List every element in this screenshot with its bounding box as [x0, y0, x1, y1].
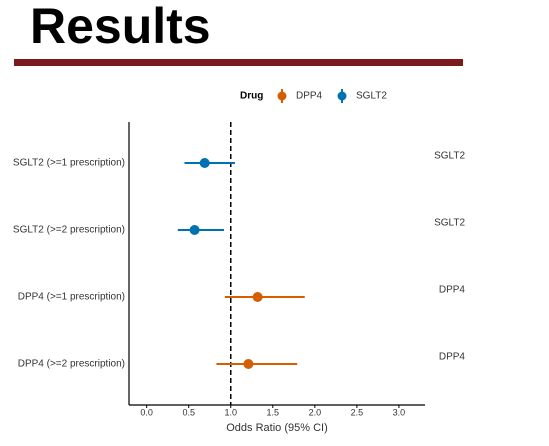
x-tick-label: 3.0 [393, 407, 406, 417]
x-tick-label: 2.0 [309, 407, 322, 417]
point-estimate [199, 158, 210, 168]
y-tick-label: SGLT2 (>=1 prescription) [13, 158, 125, 169]
x-tick-label: 2.5 [351, 407, 364, 417]
y-tick-label: SGLT2 (>=2 prescription) [13, 225, 125, 236]
x-tick-label: 0.5 [182, 407, 195, 417]
right-label: DPP4 [439, 352, 466, 363]
legend-marker [337, 91, 347, 101]
right-label: SGLT2 [434, 151, 465, 162]
x-axis-label: Odds Ratio (95% CI) [226, 422, 327, 434]
legend-title: Drug [240, 91, 263, 102]
right-label: DPP4 [439, 285, 466, 296]
point-estimate [189, 225, 200, 235]
legend-label: DPP4 [296, 91, 323, 102]
legend-marker [277, 91, 287, 101]
point-estimate [252, 292, 263, 302]
legend-label: SGLT2 [356, 91, 387, 102]
title-rule [14, 59, 463, 66]
x-tick-label: 1.5 [267, 407, 280, 417]
point-estimate [243, 359, 254, 369]
y-tick-label: DPP4 (>=2 prescription) [18, 359, 125, 370]
x-tick-label: 0.0 [140, 407, 153, 417]
slide-title: Results [30, 0, 211, 54]
right-label: SGLT2 [434, 218, 465, 229]
y-tick-label: DPP4 (>=1 prescription) [18, 292, 125, 303]
x-tick-label: 1.0 [224, 407, 237, 417]
